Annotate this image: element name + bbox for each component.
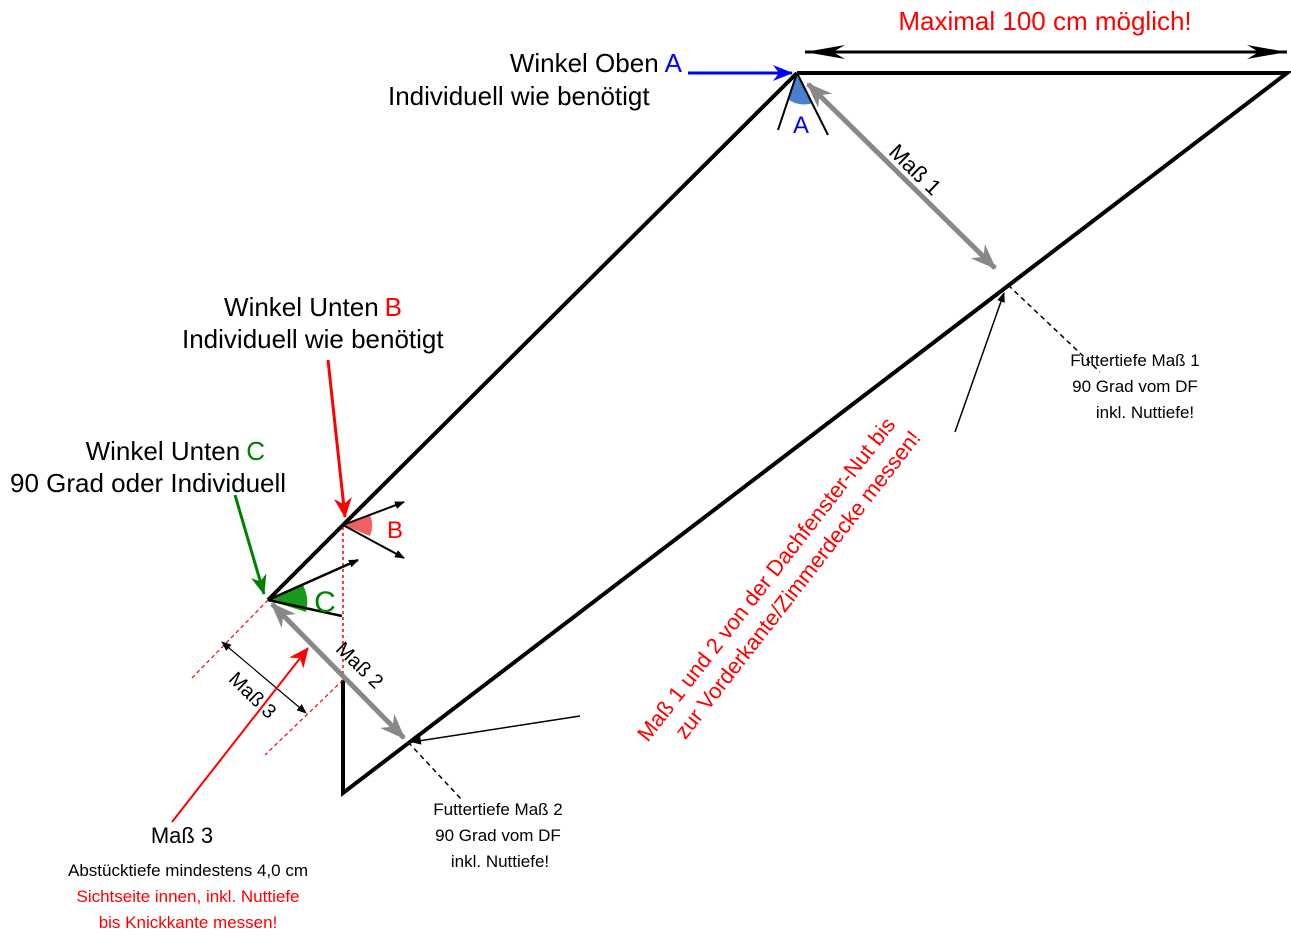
line: Maß 1 und 2 von der Dachfenster-Nut bis (632, 413, 900, 746)
angle-a-note: Individuell wie benötigt (388, 81, 650, 111)
mass-2-arrow (270, 602, 406, 740)
angle-a-title: Winkel Oben A (510, 48, 683, 78)
mark-a: A (793, 112, 809, 139)
line: Futtertiefe Maß 1 (1070, 351, 1199, 370)
mark-b: B (387, 517, 403, 544)
mass-3-line: Sichtseite innen, inkl. Nuttiefe (76, 887, 299, 906)
letter: B (385, 292, 402, 322)
shapes (171, 44, 1291, 823)
mass-1-arrow (806, 82, 997, 270)
dotted (264, 679, 344, 756)
angle-c-note: 90 Grad oder Individuell (10, 468, 286, 498)
wedge-b (343, 515, 373, 536)
letter: A (665, 48, 683, 78)
arrow-c (233, 494, 267, 595)
mass-3-line: Abstücktiefe mindestens 4,0 cm (68, 861, 308, 880)
title: Winkel Unten (224, 292, 379, 322)
line: inkl. Nuttiefe! (451, 852, 549, 871)
angle-b-note: Individuell wie benötigt (182, 324, 444, 354)
mass-2: Maß 2 (331, 638, 387, 693)
angle-line (777, 72, 798, 131)
futter-1: Futtertiefe Maß 1 90 Grad vom DF inkl. N… (1070, 351, 1199, 422)
angle-b-title: Winkel Unten B (224, 292, 402, 322)
outline (341, 71, 1291, 798)
title: Winkel Unten (86, 436, 241, 466)
pointer (411, 715, 581, 745)
futter-2: Futtertiefe Maß 2 90 Grad vom DF inkl. N… (433, 800, 562, 871)
max-width: Maximal 100 cm möglich! (898, 6, 1191, 36)
arrow-mass-3 (171, 647, 309, 823)
mass-3-line: bis Knickkante messen! (99, 913, 278, 932)
pointer (954, 292, 1005, 433)
title: Winkel Oben (510, 48, 659, 78)
angle-line (342, 524, 405, 559)
arrow-b (326, 359, 352, 518)
angle-line (342, 501, 405, 526)
line: 90 Grad vom DF (1072, 377, 1198, 396)
line: 90 Grad vom DF (435, 826, 561, 845)
line: Futtertiefe Maß 2 (433, 800, 562, 819)
line: zur Vorderkante/Zimmerdecke messen! (669, 426, 925, 744)
letter: C (246, 436, 265, 466)
labels: Maximal 100 cm möglich! Winkel Oben A Ind… (10, 6, 1200, 932)
angle-c-title: Winkel Unten C (86, 436, 265, 466)
mark-c: C (314, 586, 336, 619)
dotted (189, 599, 269, 681)
mass-3-arrow (221, 641, 307, 714)
line: inkl. Nuttiefe! (1096, 403, 1194, 422)
mass-3-title: Maß 3 (151, 823, 213, 848)
dash (1007, 284, 1101, 373)
angle-line (267, 558, 359, 602)
dash (407, 741, 463, 801)
